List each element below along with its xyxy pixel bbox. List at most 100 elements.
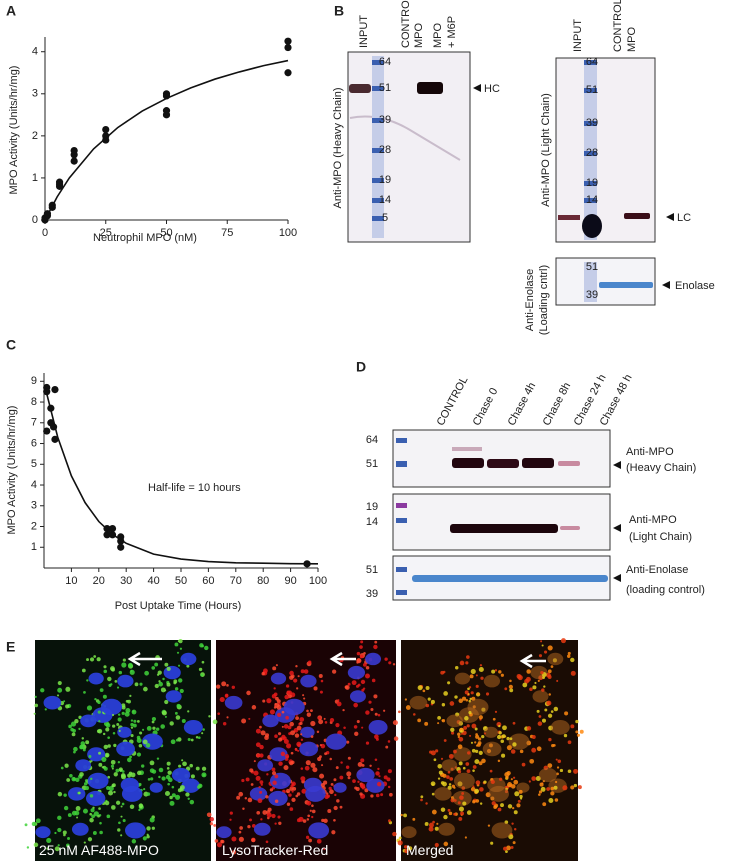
vesicle	[509, 737, 513, 741]
vesicle	[85, 740, 90, 745]
lane-label: CONTROL	[612, 0, 624, 52]
vesicle	[513, 779, 519, 785]
vesicle	[164, 790, 170, 797]
vesicle	[238, 791, 244, 797]
vesicle	[360, 783, 366, 789]
ladder-band	[372, 198, 384, 203]
nucleus	[516, 782, 530, 793]
vesicle	[377, 713, 381, 717]
marker-label: 5	[382, 212, 388, 224]
vesicle	[490, 841, 494, 845]
vesicle	[57, 827, 62, 833]
ladder-band	[584, 198, 597, 203]
vesicle	[130, 734, 134, 738]
y-tick-label: 2	[31, 520, 37, 532]
vesicle	[324, 752, 328, 756]
vesicle	[469, 674, 474, 679]
vesicle	[139, 805, 143, 809]
vesicle	[566, 654, 571, 658]
vesicle	[178, 638, 183, 644]
arrowhead	[473, 84, 481, 92]
vesicle	[104, 752, 110, 758]
vesicle	[166, 682, 171, 687]
blot-enolase: 51 39 Anti-Enolase (Loading cntrl) Enola…	[524, 257, 715, 335]
nucleus	[482, 741, 502, 757]
vesicle	[146, 792, 151, 796]
vesicle	[54, 846, 60, 852]
vesicle	[327, 808, 332, 813]
vesicle	[201, 766, 207, 771]
vesicle	[271, 767, 276, 772]
vesicle	[500, 803, 504, 808]
vesicle	[91, 814, 96, 819]
vesicle	[311, 815, 314, 819]
vesicle	[107, 744, 111, 748]
vesicle	[428, 826, 434, 832]
vesicle	[329, 757, 332, 761]
vesicle	[330, 782, 334, 786]
vesicle	[178, 664, 181, 667]
vesicle	[295, 716, 299, 721]
vesicle	[363, 651, 366, 655]
nucleus	[171, 767, 191, 783]
vesicle	[296, 818, 301, 823]
vesicle	[300, 776, 306, 782]
vesicle	[519, 749, 524, 754]
vesicle	[305, 835, 310, 839]
vesicle	[174, 711, 178, 715]
vesicle	[501, 734, 506, 739]
vesicle	[510, 778, 513, 781]
vesicle	[434, 826, 439, 831]
nucleus	[325, 733, 347, 750]
vesicle	[512, 841, 516, 845]
vesicle	[104, 800, 110, 806]
vesicle	[510, 749, 516, 754]
vesicle	[478, 750, 483, 755]
vesicle	[217, 712, 221, 716]
vesicle	[255, 742, 261, 748]
vesicle	[258, 785, 261, 789]
vesicle	[248, 717, 251, 720]
marker-label: 51	[366, 458, 378, 470]
nucleus	[434, 787, 452, 801]
y-tick-label: 1	[31, 541, 37, 553]
vesicle	[111, 667, 115, 672]
vesicle	[476, 692, 480, 696]
vesicle	[185, 792, 190, 797]
vesicle	[404, 848, 409, 854]
vesicle	[359, 654, 364, 659]
marker-label: 19	[379, 174, 391, 186]
vesicle	[370, 708, 374, 712]
vesicle	[63, 833, 66, 837]
vesicle	[130, 726, 134, 729]
vesicle	[413, 713, 416, 716]
vesicle	[246, 690, 251, 696]
vesicle	[292, 786, 297, 791]
vesicle	[340, 761, 343, 764]
data-point	[43, 388, 51, 396]
vesicle	[65, 843, 70, 848]
vesicle	[475, 749, 479, 753]
vesicle	[454, 695, 458, 699]
vesicle	[106, 785, 111, 791]
vesicle	[86, 658, 89, 662]
vesicle	[283, 765, 289, 771]
band-label: Enolase	[675, 280, 715, 292]
vesicle	[440, 670, 445, 675]
vesicle	[125, 708, 131, 713]
vesicle	[201, 732, 204, 735]
vesicle	[453, 786, 456, 789]
vesicle	[142, 728, 145, 731]
x-tick-label: 90	[284, 575, 296, 587]
vesicle	[278, 821, 282, 825]
vesicle	[229, 811, 233, 815]
nucleus	[125, 822, 146, 839]
vesicle	[118, 767, 123, 772]
vesicle	[497, 734, 502, 740]
ladder-band	[396, 518, 407, 523]
vesicle	[220, 839, 224, 844]
nucleus	[491, 822, 513, 839]
vesicle	[537, 679, 540, 682]
vesicle	[448, 783, 452, 786]
vesicle	[236, 795, 241, 800]
